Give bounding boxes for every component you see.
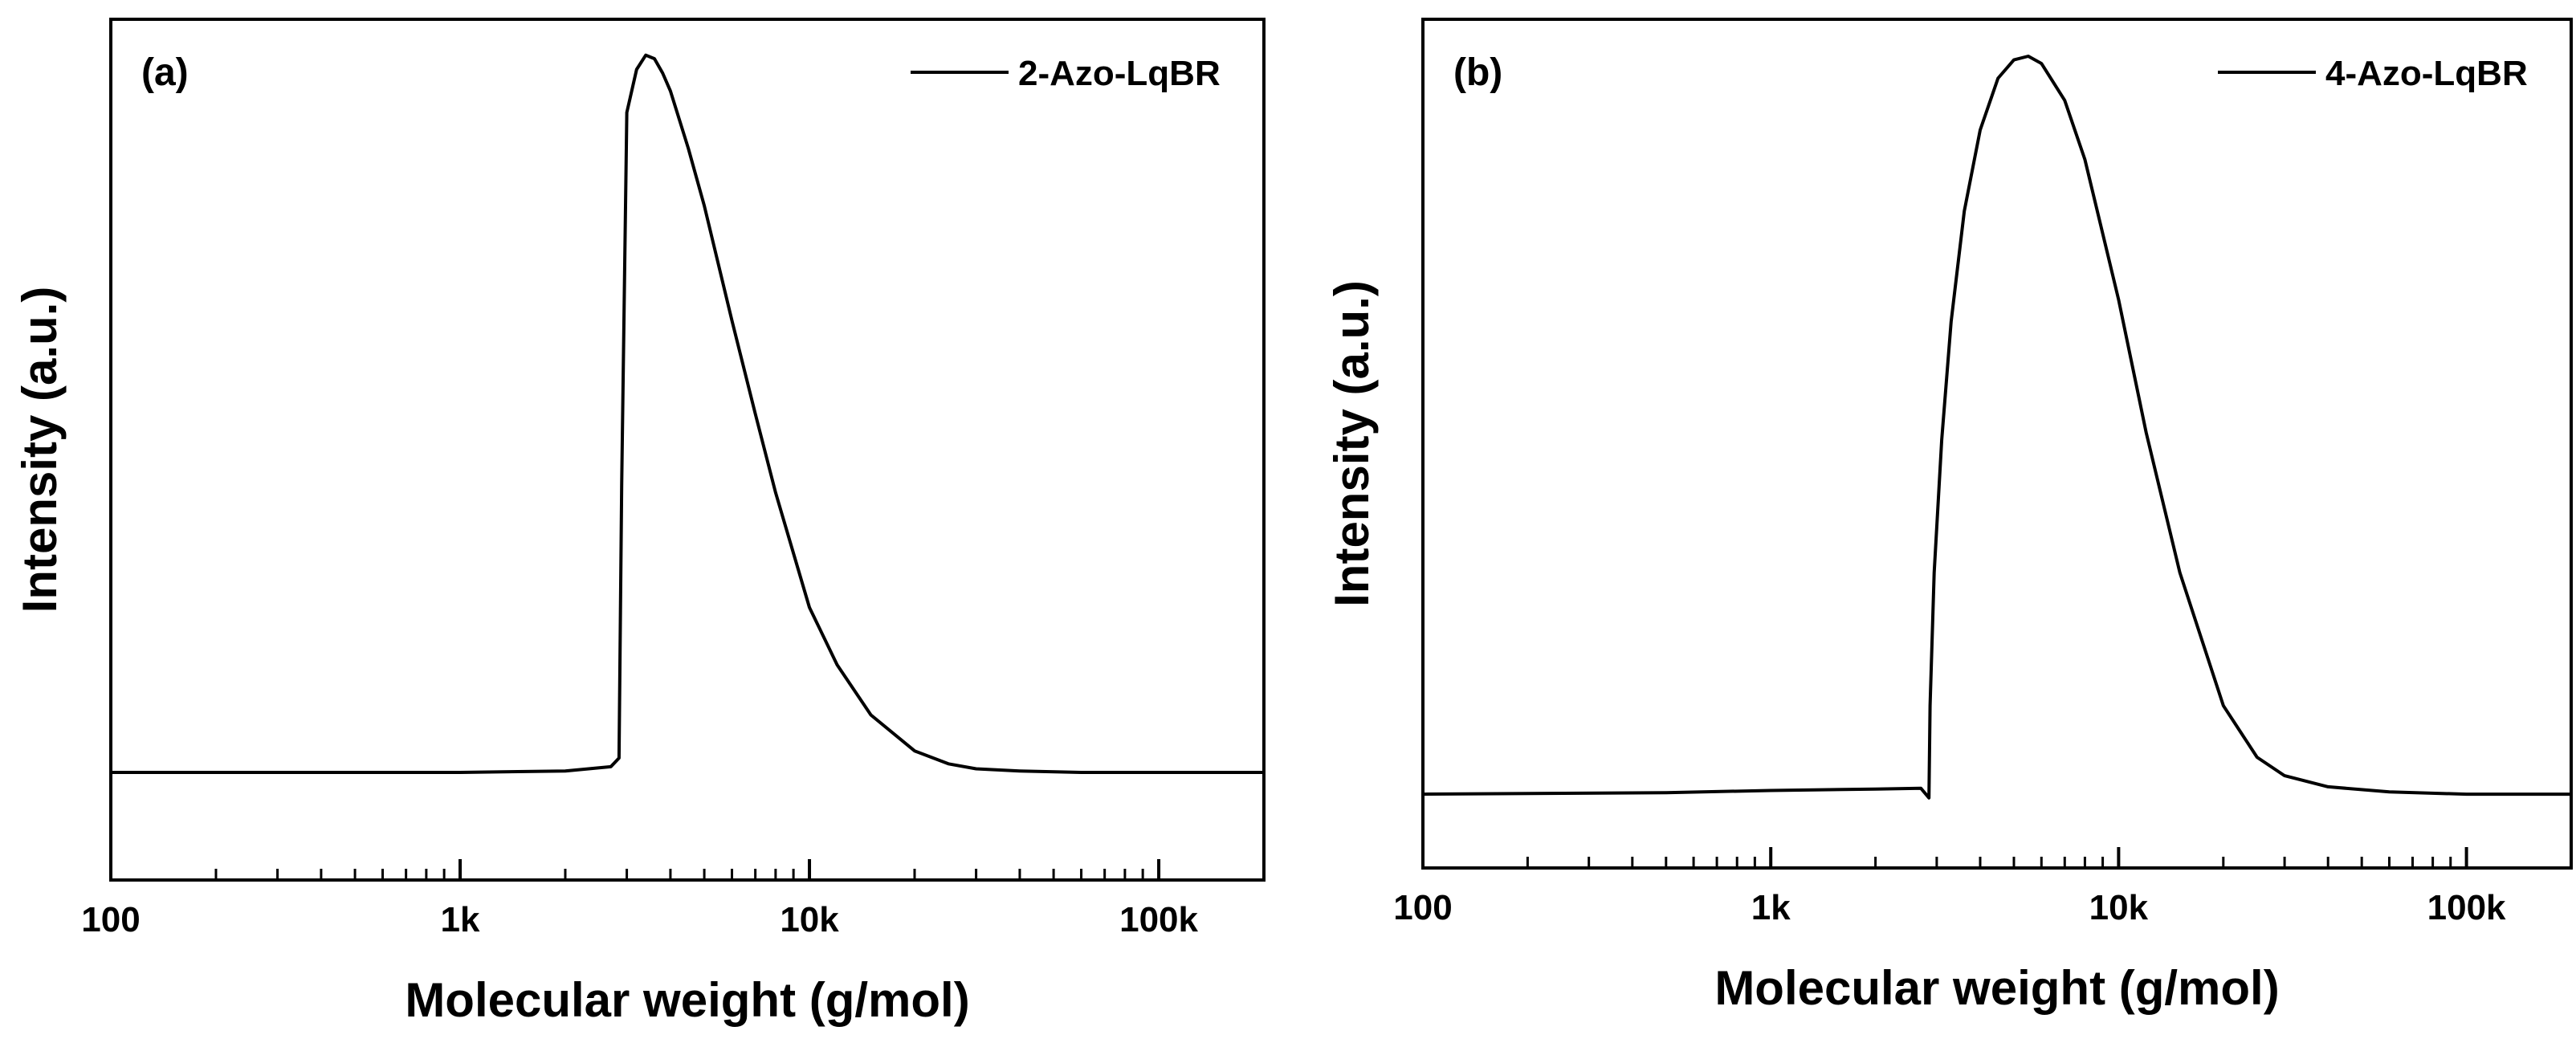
- x-tick-label: 100: [81, 900, 140, 939]
- series-line-2-azo-lqbr: [111, 53, 1264, 774]
- x-axis-label: Molecular weight (g/mol): [1714, 961, 2279, 1015]
- x-major-ticks: [1421, 847, 2468, 868]
- legend-label: 4-Azo-LqBR: [2325, 54, 2528, 93]
- panel-label: (a): [141, 51, 189, 94]
- chart-panel-a: 100 1k 10k 100k 2-Azo-LqBR (a) Molecular we…: [13, 18, 1266, 1027]
- y-axis-label: Intensity (a.u.): [13, 287, 67, 613]
- y-axis-label: Intensity (a.u.): [1325, 280, 1379, 607]
- x-minor-ticks: [214, 869, 1144, 880]
- x-tick-label: 100k: [2427, 888, 2506, 927]
- x-tick-label: 100k: [1119, 900, 1198, 939]
- x-tick-label: 10k: [2089, 888, 2149, 927]
- x-tick-label: 1k: [441, 900, 480, 939]
- legend-label: 2-Azo-LqBR: [1018, 54, 1221, 93]
- x-tick-label: 1k: [1751, 888, 1791, 927]
- panel-label: (b): [1453, 51, 1502, 94]
- x-axis-label: Molecular weight (g/mol): [405, 973, 969, 1027]
- x-minor-ticks: [1526, 857, 2452, 868]
- chart-panel-b: 100 1k 10k 100k 4-Azo-LqBR (b) Molecular we…: [1325, 18, 2573, 1015]
- x-tick-labels: 100 1k 10k 100k: [1393, 888, 2506, 927]
- x-tick-label: 10k: [780, 900, 839, 939]
- plot-frame: [1421, 18, 2573, 870]
- plot-frame: [109, 18, 1266, 882]
- series-line-4-azo-lqbr: [1422, 55, 2571, 800]
- x-tick-label: 100: [1393, 888, 1452, 927]
- x-major-ticks: [109, 859, 1161, 880]
- x-tick-labels: 100 1k 10k 100k: [81, 900, 1198, 939]
